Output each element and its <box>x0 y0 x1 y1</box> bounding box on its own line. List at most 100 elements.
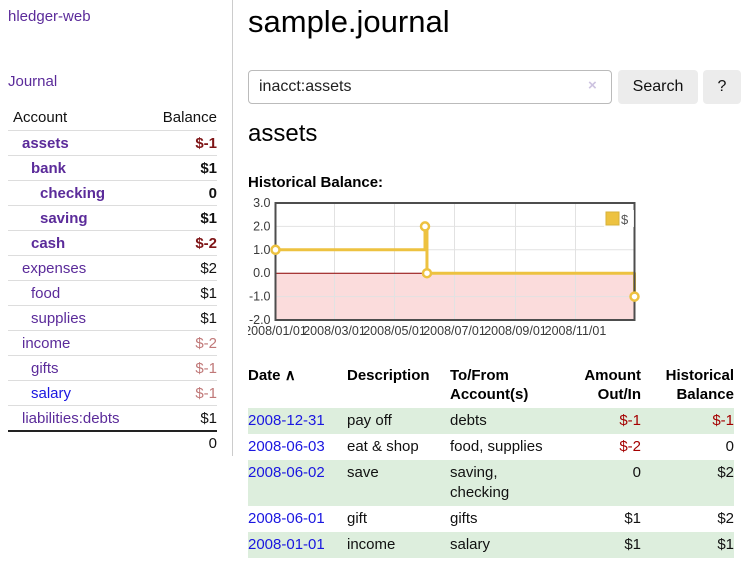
transaction-amount: $-1 <box>619 412 641 429</box>
account-link[interactable]: gifts <box>31 359 59 377</box>
account-balance: $1 <box>200 284 217 302</box>
account-link[interactable]: checking <box>40 184 106 202</box>
chart-legend-swatch <box>605 211 620 226</box>
sidebar: hledger-web Journal Account Balance asse… <box>0 0 233 456</box>
account-row: supplies $1 <box>8 305 217 330</box>
account-balance: 0 <box>208 184 217 202</box>
col-amount[interactable]: Amount Out/In <box>584 367 641 403</box>
transaction-description: gift <box>347 510 368 527</box>
account-balance: $2 <box>200 259 217 277</box>
transaction-historical-balance: $2 <box>717 510 734 527</box>
page-title: sample.journal <box>248 4 450 39</box>
col-description[interactable]: Description <box>347 367 430 384</box>
account-row: liabilities:debts $1 <box>8 405 217 430</box>
account-link[interactable]: assets <box>22 134 69 152</box>
transaction-date-link[interactable]: 2008-06-02 <box>248 464 325 481</box>
transaction-accounts: debts <box>450 412 487 429</box>
account-link[interactable]: cash <box>31 234 66 252</box>
chart-y-tick-label: 2.0 <box>253 219 270 233</box>
transaction-historical-balance: $1 <box>717 536 734 553</box>
transaction-accounts: food, supplies <box>450 438 543 455</box>
account-link[interactable]: bank <box>31 159 67 177</box>
account-row: income $-2 <box>8 330 217 355</box>
chart-border <box>274 202 636 321</box>
chart-y-tick-label: -1.0 <box>249 290 271 304</box>
transaction-date-link[interactable]: 2008-06-01 <box>248 510 325 527</box>
search-bar: × Search ? <box>248 70 742 104</box>
account-link[interactable]: supplies <box>31 309 87 327</box>
accounts-table: Account Balance assets $-1 bank $1 checking 0… <box>8 105 217 455</box>
historical-balance-chart: 3.0 2.0 1.0 0.0 -1.0 -2.02008/01/012008/03/01… <box>248 196 640 338</box>
transaction-date-link[interactable]: 2008-01-01 <box>248 536 325 553</box>
transaction-historical-balance: $-1 <box>712 412 734 429</box>
col-historical-balance[interactable]: Historical Balance <box>665 367 734 403</box>
account-row: gifts $-1 <box>8 355 217 380</box>
transaction-accounts: salary <box>450 536 491 553</box>
account-balance: $-1 <box>195 359 217 377</box>
account-balance: $1 <box>200 309 217 327</box>
transaction-historical-balance: 0 <box>725 438 734 455</box>
account-link[interactable]: income <box>22 334 71 352</box>
chart-x-tick-label: 2008/07/01 <box>423 324 486 338</box>
transaction-amount: $1 <box>624 510 641 527</box>
chart-data-point <box>629 291 640 302</box>
transaction-date-link[interactable]: 2008-06-03 <box>248 438 325 455</box>
account-row: cash $-2 <box>8 230 217 255</box>
chart-data-point <box>419 221 431 232</box>
chart-x-tick-label: 2008/01/01 <box>248 324 307 338</box>
transaction-description: eat & shop <box>347 438 419 455</box>
chart-y-tick-label: -2.0 <box>249 313 271 327</box>
chart-y-tick-label: 1.0 <box>253 243 270 257</box>
chart-title: Historical Balance: <box>248 174 384 191</box>
transaction-description: pay off <box>347 412 392 429</box>
account-heading: assets <box>248 120 318 147</box>
accounts-col-balance: Balance <box>162 109 217 126</box>
transactions-table-header: Date ∧ Description To/From Account(s) Am… <box>248 362 734 408</box>
account-row: checking 0 <box>8 180 217 205</box>
transaction-row: 2008-06-03 eat & shop food, supplies $-2 0 <box>248 434 734 460</box>
search-input[interactable] <box>248 70 612 104</box>
accounts-total-row: 0 <box>8 430 217 455</box>
main-content: sample.journal × Search ? assets Histori… <box>248 0 742 582</box>
chart-y-tick-label: 0.0 <box>253 266 270 280</box>
clear-search-icon[interactable]: × <box>588 77 597 94</box>
account-row: assets $-1 <box>8 130 217 155</box>
account-link[interactable]: salary <box>31 384 72 402</box>
transaction-accounts: gifts <box>450 510 478 527</box>
accounts-total-value: 0 <box>208 435 217 452</box>
col-tofrom-accounts[interactable]: To/From Account(s) <box>450 367 529 403</box>
chart-legend-label: $ <box>621 212 629 227</box>
sort-asc-icon: ∧ <box>284 367 296 384</box>
transaction-row: 2008-01-01 income salary $1 $1 <box>248 532 734 558</box>
account-balance: $-1 <box>195 134 217 152</box>
account-link[interactable]: saving <box>40 209 88 227</box>
account-balance: $1 <box>200 409 217 427</box>
sidebar-item-journal[interactable]: Journal <box>8 73 58 90</box>
transaction-description: income <box>347 536 396 553</box>
transaction-row: 2008-06-01 gift gifts $1 $2 <box>248 506 734 532</box>
account-balance: $1 <box>200 159 217 177</box>
transaction-date-link[interactable]: 2008-12-31 <box>248 412 325 429</box>
account-row: bank $1 <box>8 155 217 180</box>
account-link[interactable]: food <box>31 284 61 302</box>
account-row: expenses $2 <box>8 255 217 280</box>
chart-y-tick-label: 3.0 <box>253 196 270 210</box>
chart-x-tick-label: 2008/11/01 <box>545 324 607 338</box>
chart-data-point <box>270 244 281 256</box>
transaction-amount: $1 <box>624 536 641 553</box>
account-balance: $-2 <box>195 334 217 352</box>
col-date[interactable]: Date ∧ <box>248 367 296 384</box>
accounts-table-header: Account Balance <box>8 105 217 130</box>
account-link[interactable]: liabilities:debts <box>22 409 120 427</box>
account-link[interactable]: expenses <box>22 259 87 277</box>
app-brand-link[interactable]: hledger-web <box>8 8 91 25</box>
accounts-col-account: Account <box>13 109 68 126</box>
transaction-amount: $-2 <box>619 438 641 455</box>
account-row: saving $1 <box>8 205 217 230</box>
account-row: food $1 <box>8 280 217 305</box>
search-button[interactable]: Search <box>618 70 698 104</box>
help-button[interactable]: ? <box>703 70 741 104</box>
transaction-accounts: saving, checking <box>450 464 510 501</box>
account-balance: $-1 <box>195 384 217 402</box>
chart-x-tick-label: 2008/05/01 <box>363 324 426 338</box>
